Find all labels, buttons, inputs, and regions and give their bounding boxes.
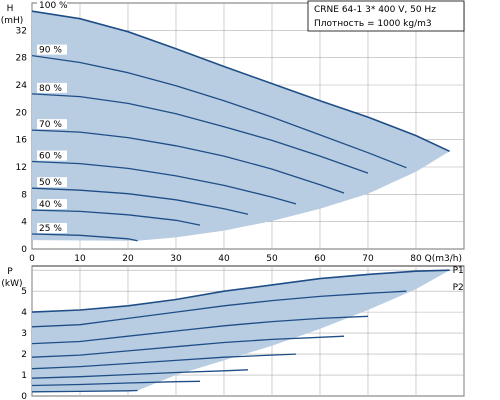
curve-label-bg (37, 150, 67, 161)
info-box (307, 0, 465, 32)
series-line (32, 290, 407, 328)
series-label-p1: P1 (453, 266, 464, 276)
x-tick-label: 20 (122, 254, 134, 264)
info-box-line1: CRNE 64-1 3* 400 V, 50 Hz (314, 5, 436, 15)
x-tick-label: 0 (29, 254, 35, 264)
series-line (32, 353, 297, 370)
curve-label-bg (37, 82, 67, 93)
curve-label-bg (37, 0, 67, 11)
curve-label-bg (37, 222, 67, 233)
series-line (32, 209, 201, 226)
y-tick-label: 32 (16, 26, 27, 36)
series-line (32, 335, 345, 358)
y-tick-label: 4 (21, 308, 27, 318)
curve-label: 50 % (39, 178, 62, 188)
curve-label: 25 % (39, 224, 62, 234)
x-tick-label: 60 (314, 254, 326, 264)
y-tick-label: 16 (16, 136, 28, 146)
curve-label-bg (37, 177, 67, 188)
series-line (32, 380, 201, 387)
x-axis-label: Q(m3/h) (425, 254, 462, 264)
series-line (32, 187, 249, 215)
series-line (32, 315, 369, 345)
y-tick-label: 5 (21, 287, 27, 297)
curve-label-bg (37, 44, 67, 55)
series-line (32, 93, 369, 174)
y-tick-label: 8 (21, 190, 27, 200)
y-tick-label: 0 (21, 245, 27, 255)
x-tick-label: 10 (74, 254, 86, 264)
curve-label: 60 % (39, 152, 62, 162)
y-tick-label: 24 (16, 81, 28, 91)
y-tick-label: 12 (16, 163, 27, 173)
curve-label: 100 % (39, 1, 68, 11)
x-tick-label: 80 (410, 254, 422, 264)
x-tick-label: 70 (362, 254, 374, 264)
y-axis-label: P (7, 267, 13, 277)
y-axis-unit: (kW) (1, 279, 22, 289)
curve-label: 80 % (39, 84, 62, 94)
y-tick-label: 2 (21, 350, 27, 360)
y-axis-unit: (mH) (1, 16, 24, 26)
x-tick-label: 50 (266, 254, 278, 264)
series-line (32, 160, 297, 205)
operating-envelope (32, 270, 450, 392)
x-tick-label: 40 (218, 254, 230, 264)
x-tick-label: 30 (170, 254, 182, 264)
curve-label: 90 % (39, 46, 62, 56)
power-chart: 0 1 2 3 4 5P (kW) P1 P2 (1, 265, 465, 400)
series-line (32, 54, 407, 169)
operating-envelope (32, 11, 450, 241)
y-tick-label: 0 (21, 392, 27, 400)
y-axis-label: H (7, 4, 14, 14)
curve-label: 40 % (39, 200, 62, 210)
series-line (32, 269, 450, 313)
series-line (32, 233, 138, 242)
y-tick-label: 1 (21, 371, 27, 381)
series-label-p2: P2 (453, 283, 464, 293)
y-tick-label: 4 (21, 218, 27, 228)
curve-label: 70 % (39, 120, 62, 130)
y-tick-label: 3 (21, 329, 27, 339)
curve-label-bg (37, 119, 67, 130)
series-line (32, 10, 450, 153)
curve-label-bg (37, 199, 67, 210)
series-line (32, 389, 138, 393)
series-line (32, 369, 249, 379)
info-box-line2: Плотность = 1000 kg/m3 (314, 19, 432, 29)
y-tick-label: 28 (16, 54, 28, 64)
series-line (32, 129, 345, 194)
y-tick-label: 20 (16, 108, 28, 118)
head-chart: 0 4 8 12 16 20 24 28 32 H (mH) 0 10 20 30 40 50 60 70 80 Q(m… (1, 0, 465, 264)
